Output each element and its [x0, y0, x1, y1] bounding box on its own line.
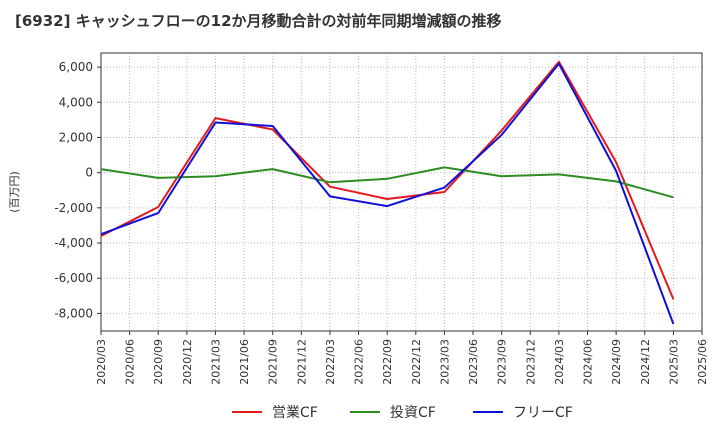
y-axis-label: (百万円) [8, 171, 21, 213]
x-tick-label: 2022/03 [324, 339, 337, 385]
x-tick-label: 2022/06 [353, 339, 366, 385]
x-tick-label: 2025/03 [667, 339, 680, 385]
x-tick-label: 2020/03 [95, 339, 108, 385]
x-tick-label: 2020/09 [152, 339, 165, 385]
x-tick-label: 2024/06 [582, 339, 595, 385]
series-line [100, 62, 675, 325]
x-tick-label: 2023/03 [438, 339, 451, 385]
x-tick-label: 2020/12 [181, 339, 194, 385]
legend-label: 投資CF [390, 405, 436, 421]
x-tick-label: 2024/03 [553, 339, 566, 385]
x-tick-label: 2023/09 [496, 339, 509, 385]
x-tick-label: 2020/06 [124, 339, 137, 385]
x-tick-label: 2022/09 [381, 339, 394, 385]
plot-border [100, 52, 703, 332]
y-tick-label: 2,000 [59, 130, 93, 144]
y-tick-label: 0 [85, 166, 93, 180]
x-tick-label: 2021/09 [267, 339, 280, 385]
y-tick-label: -6,000 [54, 271, 93, 285]
y-tick-label: 4,000 [59, 95, 93, 109]
x-tick-label: 2021/12 [295, 339, 308, 385]
series-line [100, 166, 674, 199]
x-tick-label: 2025/06 [696, 339, 709, 385]
chart-title: [6932] キャッシュフローの12か月移動合計の対前年同期増減額の推移 [15, 12, 502, 30]
x-tick-label: 2021/03 [209, 339, 222, 385]
x-tick-label: 2023/06 [467, 339, 480, 385]
x-tick-label: 2024/09 [610, 339, 623, 385]
legend-label: 営業CF [272, 405, 318, 421]
x-tick-label: 2022/12 [410, 339, 423, 385]
y-tick-label: 6,000 [59, 60, 93, 74]
y-tick-label: -4,000 [54, 236, 93, 250]
x-tick-label: 2024/12 [639, 339, 652, 385]
series-line [100, 60, 675, 300]
x-tick-label: 2021/06 [238, 339, 251, 385]
x-tick-label: 2023/12 [524, 339, 537, 385]
legend-label: フリーCF [513, 405, 573, 421]
y-tick-label: -2,000 [54, 201, 93, 215]
y-tick-label: -8,000 [54, 306, 93, 320]
